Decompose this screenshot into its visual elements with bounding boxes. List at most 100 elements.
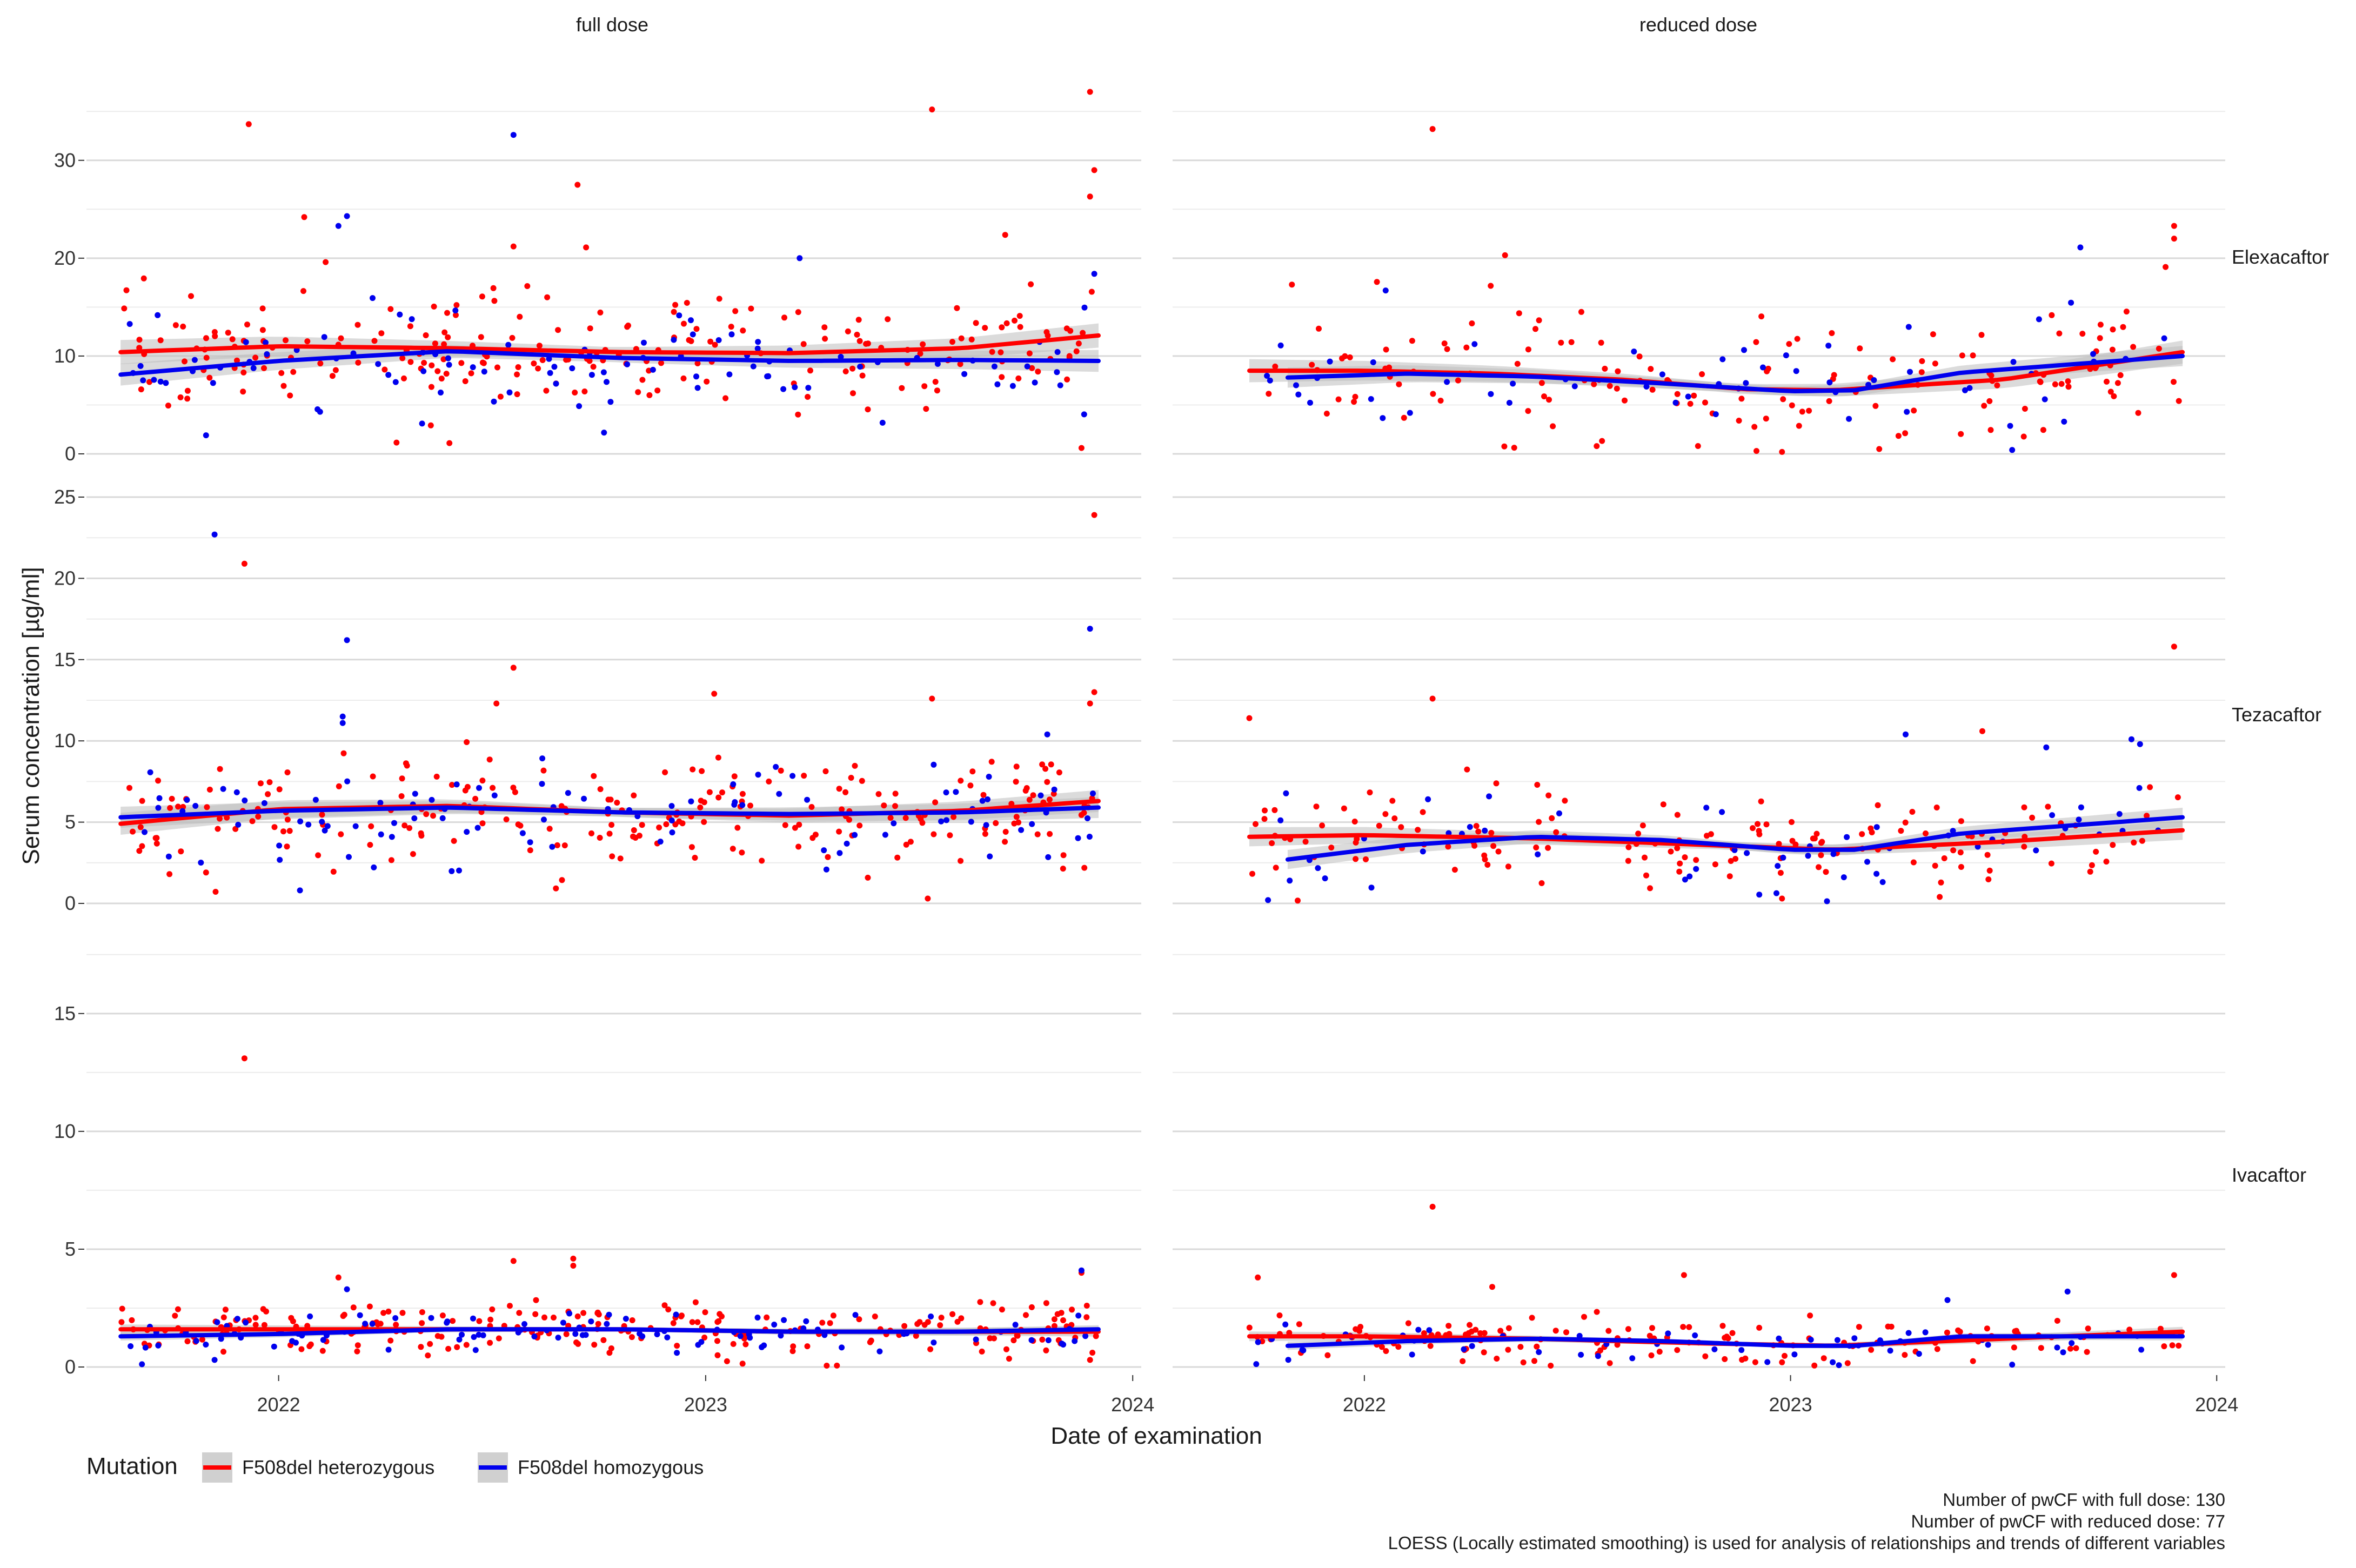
- point-heterozygous: [2144, 813, 2150, 819]
- point-homozygous: [1904, 408, 1910, 415]
- point-heterozygous: [1780, 396, 1786, 403]
- point-homozygous: [324, 823, 331, 829]
- point-heterozygous: [699, 768, 705, 774]
- point-heterozygous: [1599, 438, 1605, 444]
- point-heterozygous: [1467, 1322, 1473, 1328]
- point-heterozygous: [1016, 313, 1023, 319]
- point-heterozygous: [2029, 814, 2036, 821]
- outlier-point-homozygous: [344, 637, 350, 644]
- point-heterozygous: [2156, 345, 2162, 352]
- point-heterozygous: [1545, 792, 1552, 799]
- point-heterozygous: [439, 1312, 446, 1319]
- point-heterozygous: [350, 1304, 357, 1311]
- point-homozygous: [126, 321, 133, 327]
- point-heterozygous: [441, 329, 448, 336]
- point-homozygous: [1944, 1297, 1951, 1303]
- point-heterozygous: [1367, 789, 1373, 796]
- point-heterozygous: [1642, 854, 1648, 861]
- point-heterozygous: [2087, 868, 2093, 875]
- point-homozygous: [754, 345, 761, 352]
- point-homozygous: [191, 357, 198, 363]
- point-heterozygous: [1602, 365, 1608, 372]
- point-heterozygous: [1395, 1344, 1402, 1350]
- point-heterozygous: [714, 1319, 721, 1325]
- point-heterozygous: [854, 331, 860, 338]
- point-homozygous: [1834, 1337, 1840, 1343]
- point-heterozygous: [2021, 804, 2027, 810]
- point-homozygous: [572, 1331, 579, 1337]
- point-heterozygous: [212, 333, 218, 339]
- point-heterozygous: [789, 1348, 796, 1355]
- point-heterozygous: [1656, 1349, 1663, 1355]
- outlier-point-homozygous: [339, 720, 346, 726]
- y-tick-label: 10: [54, 1120, 76, 1142]
- point-homozygous: [555, 1335, 561, 1341]
- outlier-point-heterozygous: [323, 259, 329, 265]
- point-heterozygous: [993, 820, 999, 826]
- point-heterozygous: [509, 334, 516, 341]
- y-tick-label: 10: [54, 729, 76, 752]
- point-homozygous: [973, 1336, 979, 1343]
- point-heterozygous: [563, 1331, 570, 1337]
- point-homozygous: [471, 1334, 477, 1340]
- point-homozygous: [641, 339, 647, 346]
- point-heterozygous: [827, 1320, 833, 1326]
- point-heterozygous: [588, 830, 594, 836]
- point-heterozygous: [261, 1322, 267, 1328]
- point-heterozygous: [1354, 836, 1360, 842]
- footnote-reduced-dose-count: Number of pwCF with reduced dose: 77: [1911, 1511, 2225, 1531]
- point-homozygous: [1038, 792, 1044, 799]
- point-heterozygous: [692, 855, 698, 861]
- point-heterozygous: [1484, 862, 1491, 868]
- point-heterozygous: [544, 294, 551, 300]
- point-heterozygous: [574, 1313, 581, 1319]
- point-heterozygous: [1045, 332, 1051, 339]
- point-heterozygous: [1088, 289, 1095, 295]
- point-heterozygous: [1538, 880, 1545, 886]
- point-heterozygous: [393, 439, 400, 446]
- point-heterozygous: [597, 786, 604, 792]
- outlier-point-heterozygous: [1091, 512, 1097, 518]
- outlier-point-heterozygous: [301, 214, 307, 220]
- point-heterozygous: [2054, 1318, 2060, 1324]
- point-heterozygous: [217, 815, 223, 822]
- point-heterozygous: [484, 353, 490, 360]
- point-homozygous: [1368, 884, 1375, 891]
- point-heterozygous: [1764, 368, 1770, 374]
- point-heterozygous: [575, 1341, 581, 1347]
- point-heterozygous: [271, 824, 278, 830]
- point-heterozygous: [423, 332, 429, 338]
- point-homozygous: [369, 1321, 376, 1327]
- point-homozygous: [319, 819, 325, 825]
- point-heterozygous: [1517, 1344, 1524, 1350]
- point-homozygous: [780, 386, 787, 392]
- point-heterozygous: [478, 334, 484, 340]
- point-heterozygous: [1029, 365, 1035, 371]
- point-homozygous: [1578, 1351, 1584, 1358]
- point-homozygous: [2138, 1346, 2145, 1353]
- point-heterozygous: [954, 1318, 961, 1325]
- point-heterozygous: [123, 287, 130, 293]
- point-homozygous: [1085, 815, 1090, 821]
- point-homozygous: [669, 829, 675, 836]
- outlier-point-heterozygous: [1078, 445, 1085, 451]
- point-heterozygous: [1533, 845, 1540, 850]
- point-heterozygous: [2052, 381, 2058, 387]
- point-heterozygous: [428, 384, 434, 390]
- point-heterozygous: [973, 320, 979, 326]
- point-heterozygous: [852, 762, 858, 769]
- point-homozygous: [264, 351, 270, 357]
- point-heterozygous: [217, 766, 223, 772]
- point-heterozygous: [1987, 427, 1994, 433]
- point-heterozygous: [839, 806, 845, 813]
- point-heterozygous: [881, 802, 887, 809]
- point-heterozygous: [2107, 388, 2114, 395]
- point-homozygous: [1426, 1327, 1433, 1334]
- point-homozygous: [1029, 821, 1035, 827]
- point-homozygous: [1420, 848, 1426, 855]
- outlier-point-heterozygous: [241, 560, 247, 567]
- point-heterozygous: [184, 387, 191, 394]
- point-heterozygous: [445, 1345, 452, 1352]
- point-heterozygous: [865, 874, 871, 881]
- point-heterozygous: [1563, 1329, 1569, 1336]
